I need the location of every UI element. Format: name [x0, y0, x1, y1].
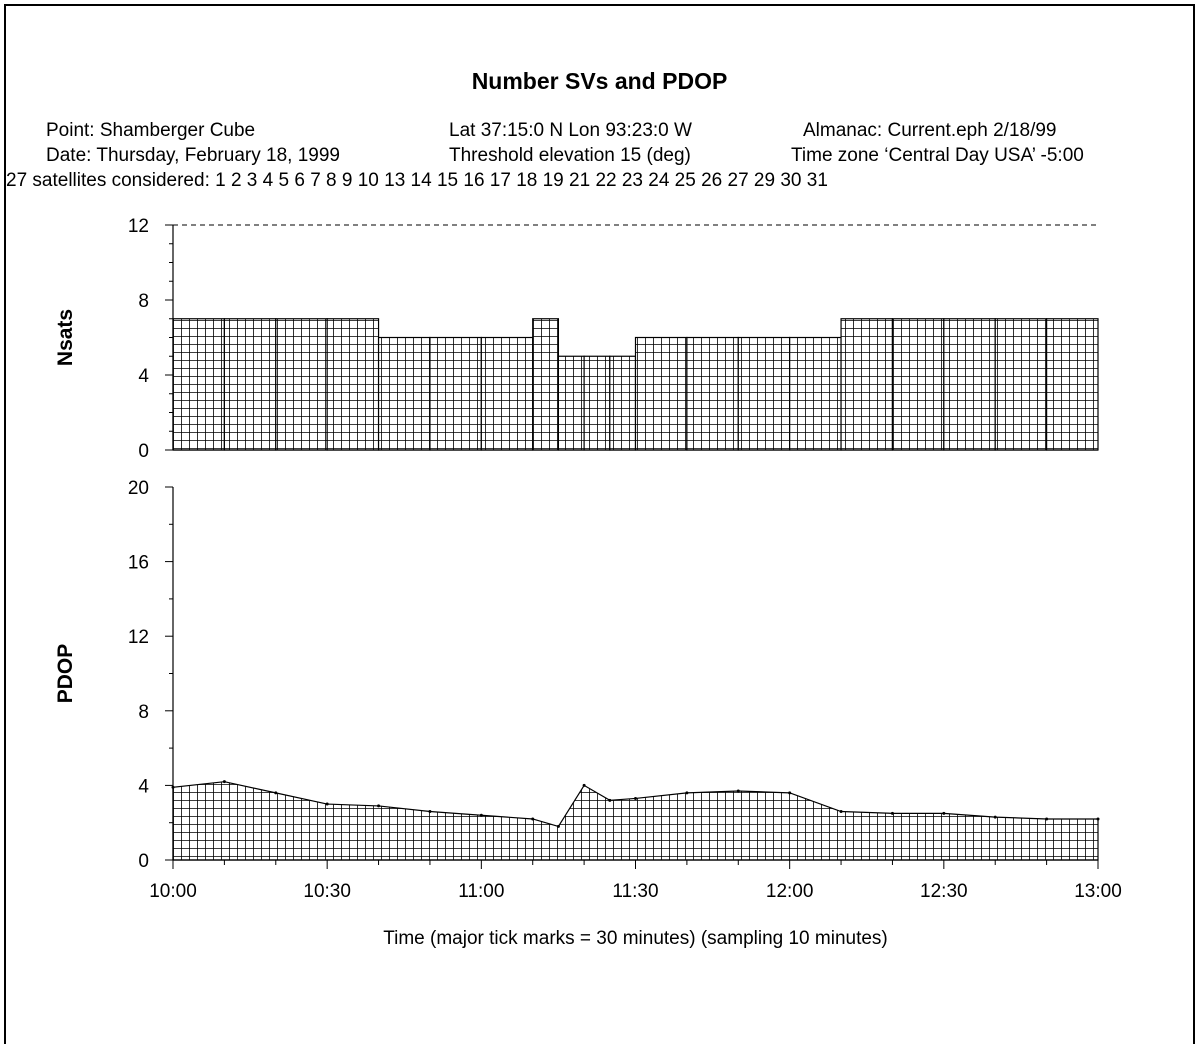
- nsats-bar: [223, 318, 277, 451]
- nsats-bar: [557, 355, 585, 451]
- nsats-bar: [609, 355, 637, 451]
- pdop-point: [556, 824, 560, 828]
- report-frame: Number SVs and PDOP Point: Shamberger Cu…: [4, 4, 1195, 1044]
- axes: 0 4 8 12 0 4 8 12 16 20 10:00 10:30 11:00 11:30 12:00 1…: [54, 216, 1122, 949]
- pdop-area: [172, 781, 1099, 861]
- pdop-point: [274, 791, 278, 795]
- pdop-y-tick-label: 0: [138, 851, 149, 872]
- threshold-label: Threshold elevation 15 (deg): [449, 145, 691, 166]
- point-label: Point: Shamberger Cube: [46, 120, 256, 141]
- nsats-bar: [686, 336, 739, 451]
- pdop-chart: [171, 780, 1100, 861]
- x-tick-label: 10:30: [303, 881, 351, 902]
- timezone-label: Time zone ‘Central Day USA’ -5:00: [791, 145, 1084, 166]
- pdop-y-tick-label: 4: [138, 776, 149, 797]
- nsats-bar: [377, 336, 431, 451]
- pdop-point: [222, 780, 226, 784]
- nsats-bar: [429, 336, 482, 451]
- x-tick-label: 10:00: [149, 881, 197, 902]
- pdop-point: [1045, 817, 1049, 821]
- nsats-bar: [172, 318, 225, 451]
- nsats-bar: [840, 318, 894, 451]
- satellites-label: 27 satellites considered: 1 2 3 4 5 6 7 …: [6, 170, 828, 191]
- nsats-bar: [789, 336, 842, 451]
- nsats-y-tick-label: 8: [138, 291, 149, 312]
- nsats-y-tick-label: 0: [138, 441, 149, 462]
- nsats-axis-title: Nsats: [54, 309, 77, 366]
- nsats-bar: [1046, 318, 1099, 451]
- pdop-point: [788, 791, 792, 795]
- nsats-y-tick-label: 4: [138, 366, 149, 387]
- date-label: Date: Thursday, February 18, 1999: [46, 145, 340, 166]
- x-tick-label: 13:00: [1074, 881, 1122, 902]
- x-axis-title: Time (major tick marks = 30 minutes) (sa…: [383, 928, 888, 949]
- nsats-bar: [480, 336, 534, 451]
- latlon-label: Lat 37:15:0 N Lon 93:23:0 W: [449, 120, 692, 141]
- nsats-bar: [994, 318, 1048, 451]
- x-tick-label: 11:00: [458, 881, 504, 902]
- nsats-bar: [737, 336, 791, 451]
- almanac-label: Almanac: Current.eph 2/18/99: [803, 120, 1057, 141]
- x-tick-label: 11:30: [612, 881, 658, 902]
- nsats-bar: [532, 318, 560, 451]
- pdop-point: [531, 817, 535, 821]
- chart-title: Number SVs and PDOP: [471, 68, 728, 94]
- nsats-bar: [326, 318, 380, 451]
- nsats-bar: [275, 318, 328, 451]
- pdop-point: [428, 810, 432, 814]
- pdop-point: [608, 798, 612, 802]
- nsats-bar: [943, 318, 996, 451]
- nsats-bar: [634, 336, 688, 451]
- pdop-point: [890, 811, 894, 815]
- pdop-axis-title: PDOP: [54, 644, 77, 704]
- pdop-point: [685, 791, 689, 795]
- pdop-y-tick-label: 8: [138, 702, 149, 723]
- pdop-y-tick-label: 16: [128, 553, 149, 574]
- pdop-point: [634, 796, 637, 800]
- x-tick-label: 12:30: [920, 881, 968, 902]
- pdop-point: [736, 789, 740, 793]
- pdop-point: [377, 804, 381, 808]
- pdop-point: [479, 813, 483, 817]
- nsats-bar: [891, 318, 945, 451]
- nsats-bar: [583, 355, 611, 451]
- pdop-y-tick-label: 20: [128, 478, 149, 499]
- nsats-y-tick-label: 12: [128, 216, 149, 237]
- pdop-point: [1096, 817, 1100, 821]
- pdop-point: [582, 783, 586, 787]
- x-tick-label: 12:00: [766, 881, 814, 902]
- pdop-point: [325, 802, 329, 806]
- pdop-y-tick-label: 12: [128, 627, 149, 648]
- pdop-point: [839, 810, 843, 814]
- pdop-point: [942, 811, 946, 815]
- pdop-point: [993, 815, 997, 819]
- nsats-chart: [172, 224, 1099, 451]
